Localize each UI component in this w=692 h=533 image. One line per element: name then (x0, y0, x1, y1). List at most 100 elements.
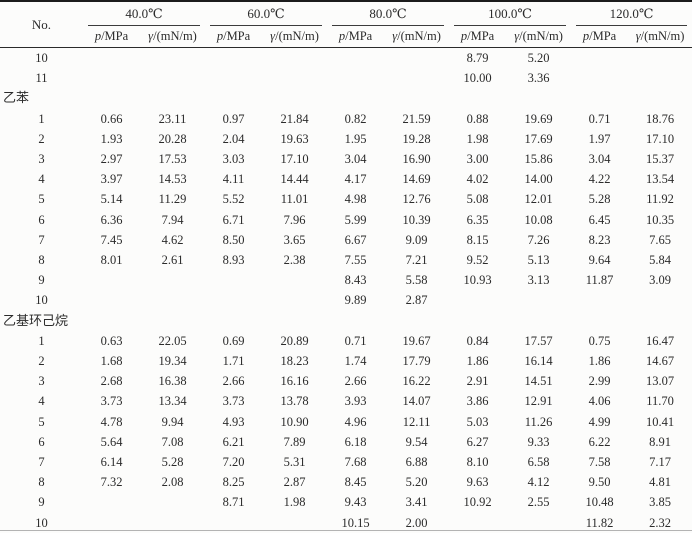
temperature-underline-rule (576, 25, 688, 26)
pressure-subheader: p/MPa (449, 26, 507, 48)
pressure-cell: 9.64 (588, 253, 611, 268)
gamma-symbol: γ (635, 29, 641, 43)
surface-tension-cell: 11.70 (646, 394, 674, 409)
pressure-cell (571, 290, 628, 310)
pressure-cell: 8.10 (466, 455, 489, 470)
pressure-cell: 11.87 (585, 273, 614, 288)
surface-tension-cell: 9.94 (161, 414, 184, 429)
table-row: 5 5.14 11.29 5.52 11.01 4.98 12.76 5.08 12.01 5.2… (0, 189, 692, 209)
surface-tension-cell: 2.32 (649, 515, 671, 530)
surface-tension-cell (140, 68, 205, 88)
surface-tension-cell: 6.88 (405, 455, 428, 470)
surface-tension-cell: 16.47 (646, 333, 675, 348)
surface-tension-cell: 9.54 (405, 434, 428, 449)
surface-tension-cell: 5.84 (649, 253, 671, 268)
pressure-unit: /MPa (345, 29, 373, 43)
surface-tension-cell: 3.85 (649, 495, 671, 510)
surface-tension-cell: 16.38 (158, 374, 187, 389)
surface-tension-cell: 19.63 (280, 131, 309, 146)
pressure-cell: 1.98 (466, 131, 489, 146)
no-column-header: No. (0, 1, 83, 48)
pressure-subheader: p/MPa (205, 26, 263, 48)
pressure-cell: 4.78 (100, 414, 123, 429)
pressure-cell: 4.02 (466, 172, 489, 187)
table-row: 7 7.45 4.62 8.50 3.65 6.67 9.09 8.15 7.26 8.23 7.6… (0, 230, 692, 250)
pressure-cell: 0.71 (588, 111, 611, 126)
pressure-cell: 10.00 (463, 71, 492, 86)
surface-tension-cell: 11.01 (280, 192, 309, 207)
pressure-cell: 1.86 (588, 354, 611, 369)
header-row-temperatures: No. 40.0℃ 60.0℃ 80.0℃ 100.0℃ 120.0℃ (0, 1, 692, 48)
surface-tension-cell: 22.05 (158, 333, 187, 348)
section-ethylbenzene: 乙苯 (0, 88, 692, 108)
table-row: 1 0.66 23.11 0.97 21.84 0.82 21.59 0.88 19.69 0.7… (0, 109, 692, 129)
surface-tension-subheader: γ/(mN/m) (140, 26, 206, 48)
surface-tension-cell: 4.12 (527, 475, 550, 490)
pressure-cell: 8.23 (588, 232, 611, 247)
surface-tension-cell: 13.07 (646, 374, 675, 389)
table-row: 3 2.68 16.38 2.66 16.16 2.66 16.22 2.91 14.51 2.9… (0, 371, 692, 391)
surface-tension-cell: 17.57 (524, 333, 553, 348)
pressure-cell (83, 48, 140, 69)
surface-tension-subheader: γ/(mN/m) (262, 26, 328, 48)
section-label: 乙基环己烷 (3, 312, 69, 328)
pressure-cell: 9.50 (588, 475, 611, 490)
table-header: No. 40.0℃ 60.0℃ 80.0℃ 100.0℃ 120.0℃ p/MPa γ/(mN… (0, 1, 692, 48)
table-row: 8 8.01 2.61 8.93 2.38 7.55 7.21 9.52 5.13 9.64 5.8… (0, 250, 692, 270)
no-cell: 4 (38, 172, 45, 187)
section-label: 乙苯 (3, 90, 30, 106)
no-cell: 2 (38, 131, 45, 146)
table-row: 4 3.73 13.34 3.73 13.78 3.93 14.07 3.86 12.91 4.0… (0, 391, 692, 411)
surface-tension-cell: 12.76 (402, 192, 431, 207)
pressure-cell: 6.36 (100, 212, 123, 227)
surface-tension-cell: 14.51 (524, 374, 553, 389)
surface-tension-cell: 7.94 (161, 212, 184, 227)
pressure-cell: 4.22 (588, 172, 611, 187)
pressure-cell: 4.11 (222, 172, 245, 187)
table-row: 9 8.71 1.98 9.43 3.41 10.92 2.55 10.48 3.85 (0, 492, 692, 512)
no-cell: 10 (35, 51, 48, 65)
pressure-cell: 3.86 (466, 394, 489, 409)
surface-tension-cell: 14.07 (402, 394, 431, 409)
pressure-cell: 7.20 (222, 455, 245, 470)
surface-tension-cell (384, 68, 449, 88)
pressure-cell: 3.93 (344, 394, 367, 409)
surface-tension-cell: 18.23 (280, 354, 309, 369)
surface-tension-cell: 2.38 (283, 253, 306, 268)
pressure-cell: 8.71 (222, 495, 245, 510)
surface-tension-cell: 16.14 (524, 354, 553, 369)
no-cell: 2 (38, 354, 45, 369)
pressure-cell: 0.88 (466, 111, 489, 126)
pressure-cell: 7.58 (588, 455, 611, 470)
surface-tension-cell: 7.17 (649, 455, 671, 470)
gamma-unit: /(mN/m) (275, 29, 319, 43)
surface-tension-cell: 3.41 (405, 495, 428, 510)
pressure-cell: 10.15 (341, 515, 370, 530)
surface-tension-cell: 5.58 (405, 273, 428, 288)
surface-tension-cell: 14.00 (524, 172, 553, 187)
surface-tension-cell: 17.10 (646, 131, 675, 146)
surface-tension-cell: 3.13 (527, 273, 550, 288)
pressure-cell: 2.97 (100, 152, 123, 167)
surface-tension-cell (140, 492, 205, 512)
surface-tension-cell: 12.91 (524, 394, 553, 409)
pressure-cell: 6.14 (100, 455, 123, 470)
pressure-cell: 5.08 (466, 192, 489, 207)
surface-tension-cell: 2.87 (283, 475, 306, 490)
table-row: 6 5.64 7.08 6.21 7.89 6.18 9.54 6.27 9.33 6.22 8.9… (0, 432, 692, 452)
no-cell: 7 (38, 455, 45, 470)
pressure-cell: 0.66 (100, 111, 123, 126)
pressure-cell (83, 290, 140, 310)
no-cell: 11 (35, 71, 48, 86)
pressure-cell: 5.28 (588, 192, 611, 207)
pressure-cell: 6.27 (466, 434, 489, 449)
pressure-cell: 6.21 (222, 434, 245, 449)
pressure-cell: 0.97 (222, 111, 245, 126)
pressure-symbol: p (94, 29, 102, 43)
pressure-cell: 1.97 (588, 131, 611, 146)
surface-tension-cell: 4.81 (649, 475, 671, 490)
surface-tension-cell (628, 48, 692, 69)
surface-tension-cell: 21.59 (402, 111, 431, 126)
temperature-underline-rule (454, 25, 567, 26)
table-row: 8 7.32 2.08 8.25 2.87 8.45 5.20 9.63 4.12 9.50 4.8… (0, 472, 692, 492)
